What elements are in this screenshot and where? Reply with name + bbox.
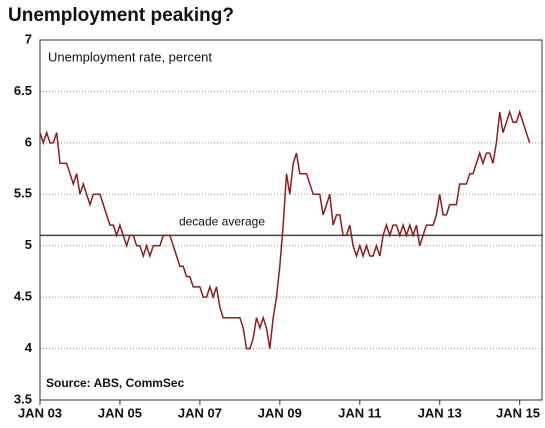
x-tick-label: JAN 05 <box>98 405 142 420</box>
x-tick-label: JAN 07 <box>178 405 222 420</box>
y-tick-label: 7 <box>25 31 32 46</box>
y-tick-label: 4.5 <box>14 289 32 304</box>
x-tick-label: JAN 15 <box>496 405 540 420</box>
y-tick-label: 6 <box>25 134 32 149</box>
source: Source: ABS, CommSec <box>46 376 185 390</box>
reference-label: decade average <box>179 215 265 229</box>
chart-title: Unemployment peaking? <box>8 5 234 26</box>
data-line <box>39 109 531 350</box>
y-tick-label: 6.5 <box>14 83 32 98</box>
y-tick-label: 4 <box>25 340 33 355</box>
x-tick-label: JAN 03 <box>18 405 62 420</box>
y-tick-label: 5.5 <box>14 186 32 201</box>
y-tick-label: 5 <box>25 237 32 252</box>
x-tick-label: JAN 11 <box>338 405 381 420</box>
subtitle: Unemployment rate, percent <box>48 49 212 64</box>
y-tick-label: 3.5 <box>14 391 32 406</box>
x-tick-label: JAN 13 <box>418 405 462 420</box>
plot-frame <box>39 39 543 401</box>
x-tick-label: JAN 09 <box>258 405 302 420</box>
